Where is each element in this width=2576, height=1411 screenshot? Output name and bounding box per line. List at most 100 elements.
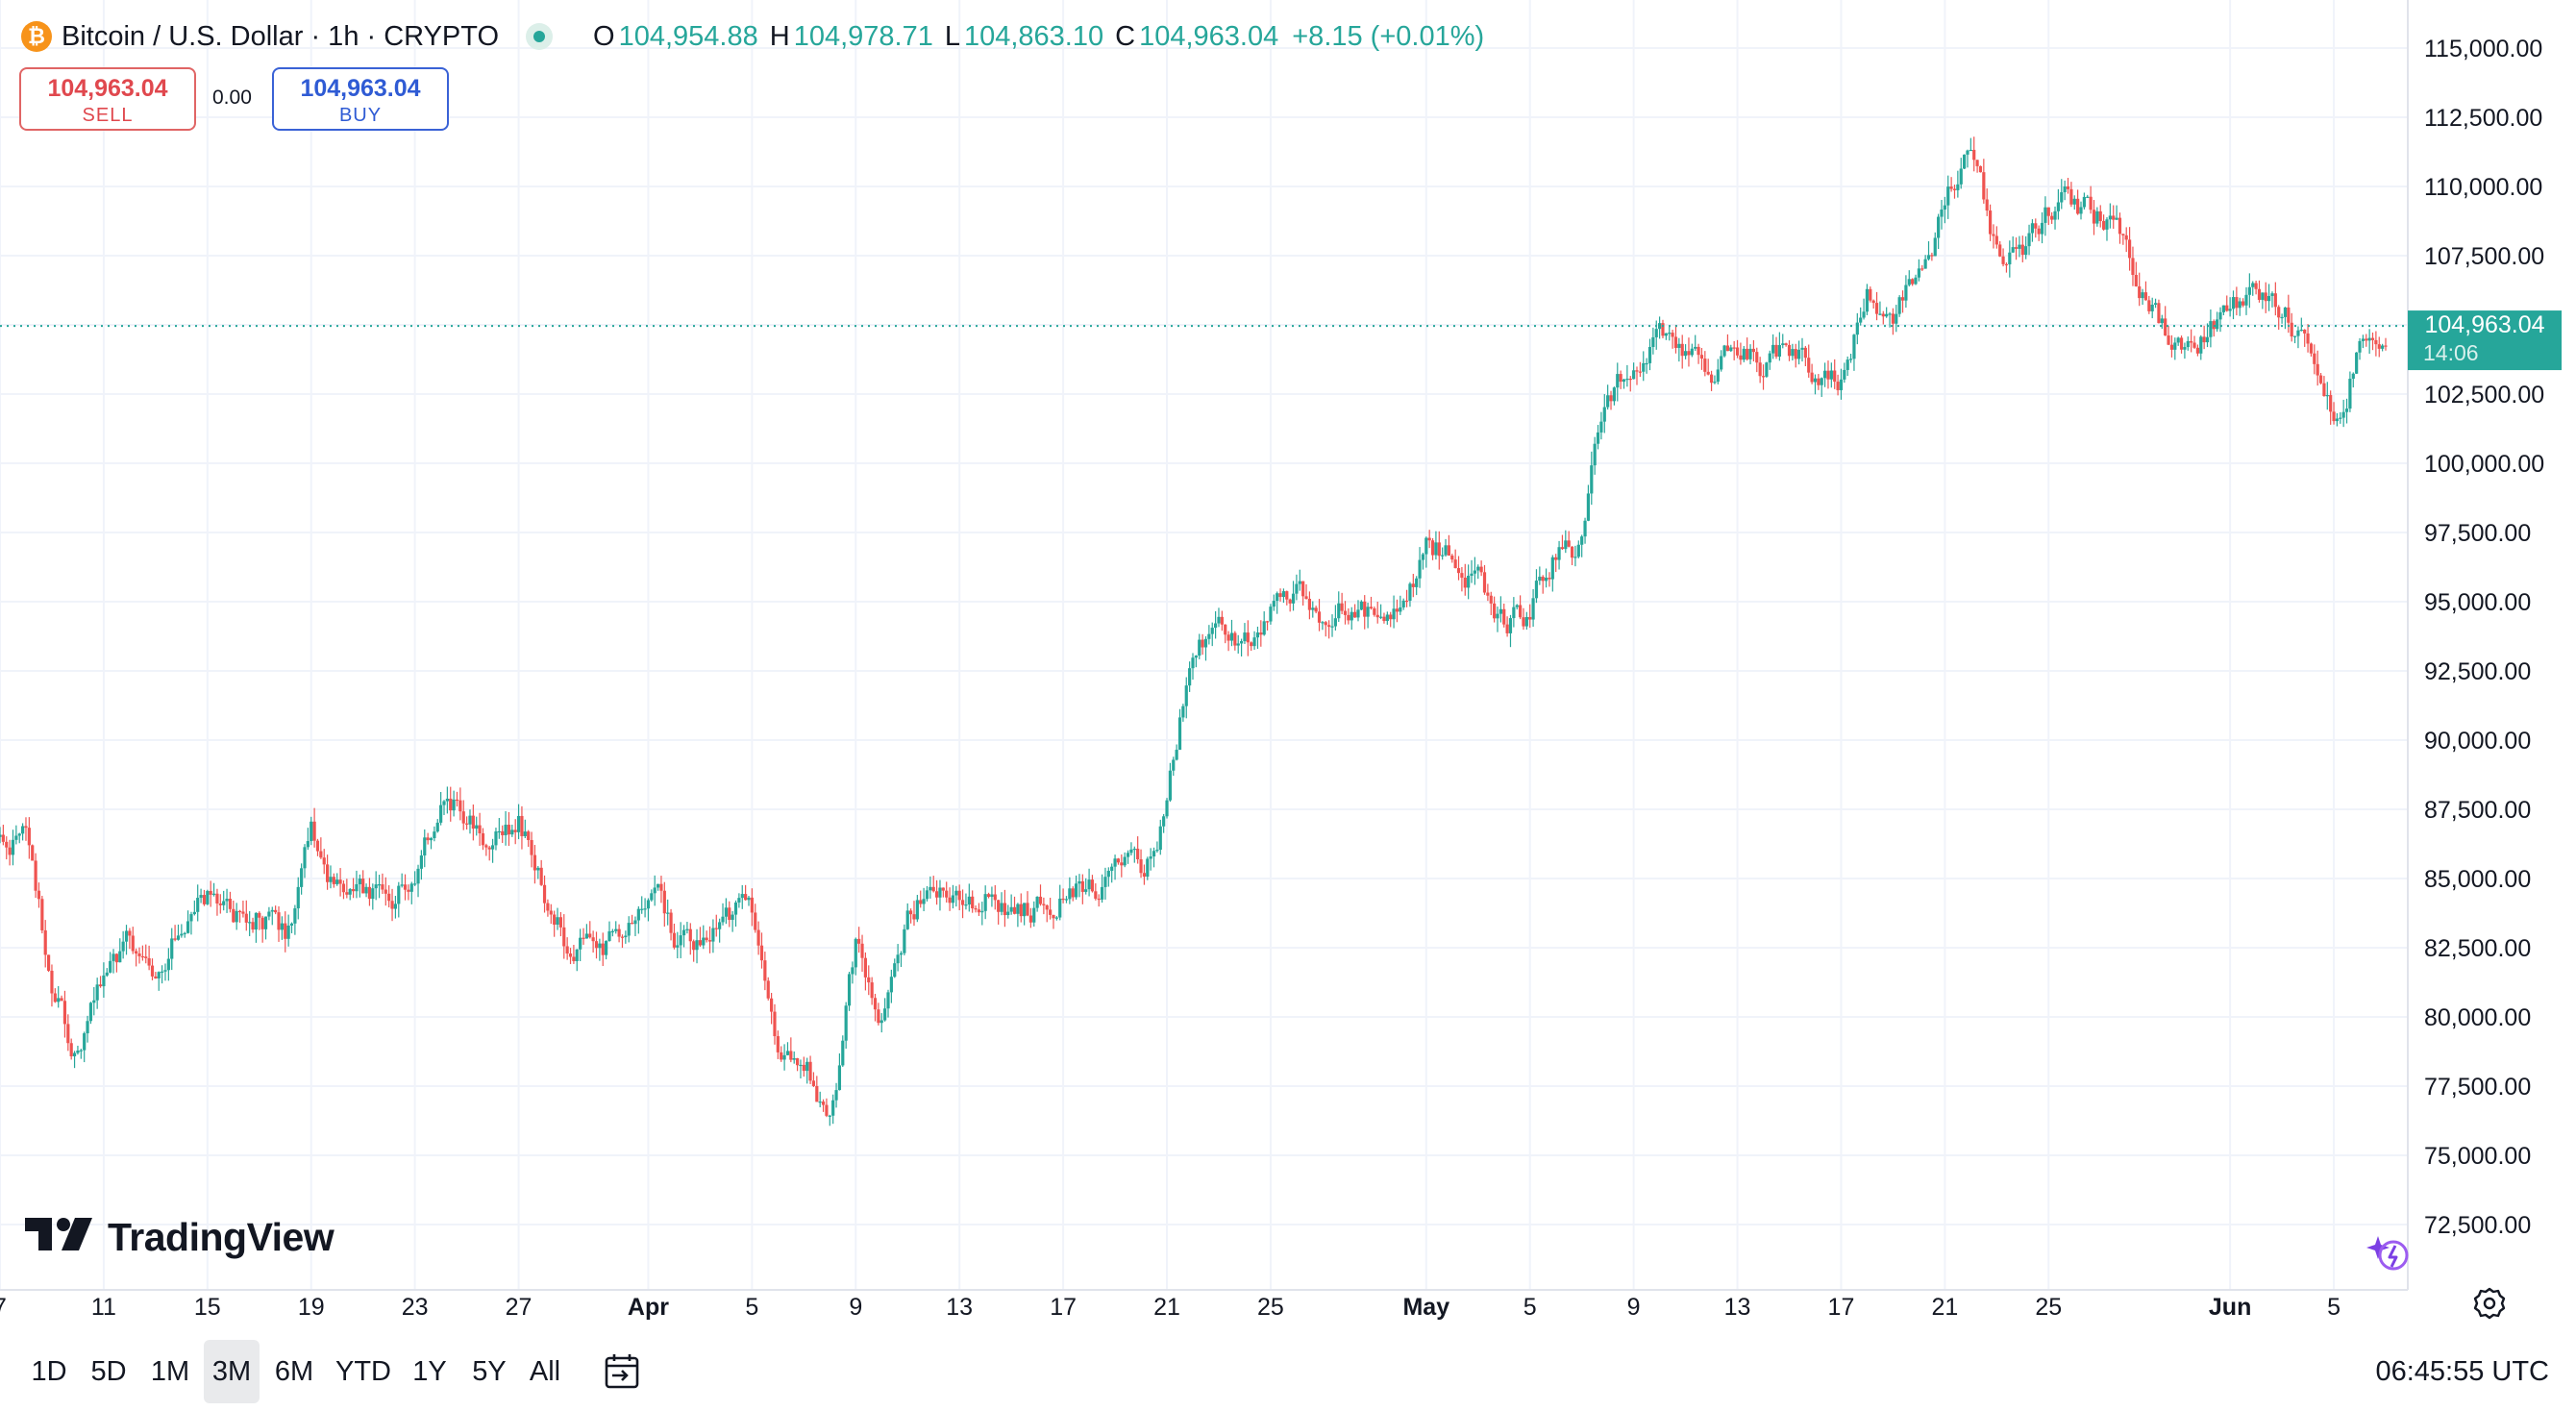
candle-body (2322, 383, 2326, 397)
candle-body (1142, 873, 1147, 878)
candle-body (1304, 596, 1308, 599)
candle-body (1000, 903, 1003, 912)
candle-body (114, 953, 119, 963)
candle-body (1378, 616, 1383, 618)
candle-body (397, 885, 401, 904)
candle-body (1210, 628, 1214, 634)
range-button-1d[interactable]: 1D (31, 1356, 67, 1387)
range-button-1m[interactable]: 1M (150, 1356, 190, 1387)
candle-body (1628, 378, 1632, 381)
candle-body (1324, 622, 1327, 626)
magic-wand-icon[interactable] (2361, 1228, 2411, 1276)
candle-body (211, 893, 216, 895)
candle-body (118, 951, 122, 963)
candle-body (879, 1020, 883, 1024)
candle-body (2160, 318, 2164, 324)
candle-body (1395, 608, 1399, 612)
candle-body (1132, 848, 1136, 851)
candle-body (50, 970, 54, 994)
candle-body (24, 826, 28, 829)
candle-body (1437, 542, 1441, 557)
range-button-ytd[interactable]: YTD (335, 1356, 391, 1387)
candle-body (851, 967, 855, 975)
candle-body (348, 889, 352, 895)
candle-body (1136, 848, 1140, 860)
candle-body (2011, 247, 2015, 253)
candle-body (533, 854, 537, 871)
candle-body (1389, 614, 1393, 620)
candle-body (154, 976, 158, 978)
candle-body (329, 877, 333, 882)
candle-body (1625, 378, 1629, 381)
candle-body (2014, 247, 2019, 249)
buy-button[interactable]: 104,963.04 BUY (272, 67, 449, 131)
time-axis-tick-label: 17 (1828, 1294, 1855, 1321)
chart-settings-icon[interactable] (2472, 1286, 2507, 1321)
candle-body (1946, 186, 1950, 206)
candle-body (2092, 210, 2096, 224)
candle-body (1784, 343, 1788, 345)
candle-body (870, 982, 874, 999)
candle-body (922, 899, 926, 904)
candle-body (2086, 196, 2090, 198)
candle-body (484, 845, 488, 848)
utc-clock[interactable]: 06:45:55 UTC (2375, 1356, 2549, 1387)
candle-body (1103, 877, 1107, 887)
range-button-1y[interactable]: 1Y (412, 1356, 447, 1387)
candle-body (1165, 800, 1169, 817)
symbol-title[interactable]: Bitcoin / U.S. Dollar · 1h · CRYPTO (62, 20, 500, 52)
candle-body (1982, 172, 1986, 200)
candle-body (2043, 207, 2047, 223)
candle-body (1343, 610, 1348, 615)
candle-body (1515, 605, 1519, 607)
candle-body (1295, 583, 1299, 594)
price-axis-tick-label: 100,000.00 (2424, 451, 2544, 478)
candle-body (676, 945, 680, 948)
candle-body (1746, 348, 1749, 359)
range-button-3m[interactable]: 3M (204, 1340, 260, 1403)
candle-body (481, 833, 485, 846)
range-button-all[interactable]: All (529, 1356, 561, 1387)
candle-body (306, 841, 310, 848)
candle-body (1739, 355, 1743, 360)
candle-body (1418, 559, 1422, 579)
candle-body (225, 899, 229, 902)
candle-body (1969, 149, 1972, 152)
candle-body (1729, 347, 1733, 352)
candle-body (1690, 348, 1694, 356)
range-button-5d[interactable]: 5D (90, 1356, 127, 1387)
price-chart[interactable]: 72,500.00 75,000.00 77,500.00 80,000.00 82,5… (0, 0, 2576, 1332)
range-button-6m[interactable]: 6M (274, 1356, 314, 1387)
candle-body (1054, 917, 1058, 919)
chart-grid (0, 0, 2408, 1290)
candle-body (967, 896, 971, 905)
candle-body (2292, 335, 2297, 337)
candle-body (367, 886, 372, 900)
candle-body (2169, 344, 2174, 350)
candle-body (2112, 215, 2116, 220)
candle-body (1434, 542, 1438, 556)
candle-body (494, 831, 498, 846)
tradingview-logo[interactable]: TradingView (25, 1213, 334, 1261)
candle-body (630, 923, 634, 925)
candle-body (1314, 607, 1318, 612)
candle-body (1538, 577, 1542, 582)
candle-body (1609, 395, 1613, 402)
candle-body (2374, 339, 2378, 345)
candle-body (202, 895, 207, 904)
candle-body (2290, 322, 2293, 337)
go-to-date-icon[interactable] (602, 1351, 642, 1392)
candle-body (1502, 608, 1506, 625)
candle-body (180, 933, 184, 936)
candle-body (111, 953, 115, 961)
range-button-5y[interactable]: 5Y (472, 1356, 507, 1387)
candle-body (449, 798, 453, 811)
close-value: 104,963.04 (1139, 20, 1279, 52)
candle-body (2118, 217, 2122, 235)
candle-body (2089, 196, 2093, 210)
sell-button[interactable]: 104,963.04 SELL (19, 67, 196, 131)
candle-body (860, 943, 864, 958)
candle-body (2264, 292, 2267, 302)
candle-body (821, 1102, 826, 1105)
candle-body (244, 913, 248, 923)
